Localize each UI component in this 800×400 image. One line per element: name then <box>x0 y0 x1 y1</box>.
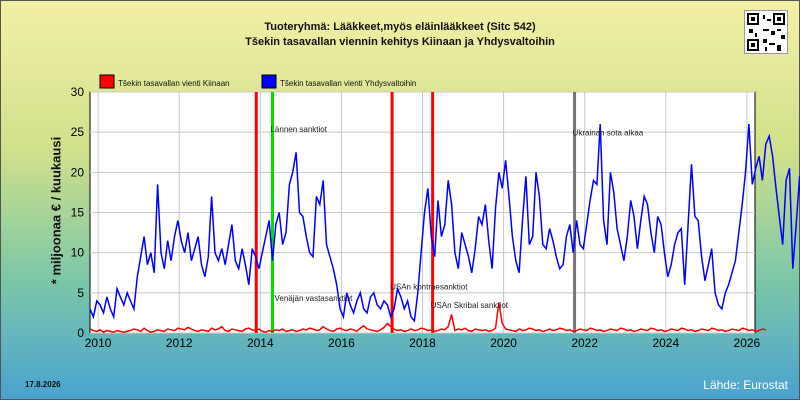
event-label: USAn kontraesanktiot <box>390 283 468 292</box>
y-tick-label: 5 <box>77 286 84 300</box>
x-tick-label: 2016 <box>328 336 355 350</box>
chart-title-line1: Tuoteryhmä: Lääkkeet,myös eläinlääkkeet … <box>264 21 536 33</box>
x-tick-label: 2022 <box>571 336 598 350</box>
x-tick-label: 2026 <box>734 336 761 350</box>
date-stamp: 17.8.2026 <box>25 380 61 389</box>
event-label: USAn Skribal sanktiot <box>431 301 509 310</box>
annotation-label: Venäjän vastasanktiot <box>274 294 353 303</box>
chart-title-line2: Tšekin tasavallan viennin kehitys Kiinaa… <box>245 36 555 48</box>
source-label: Lähde: Eurostat <box>703 378 788 392</box>
x-tick-label: 2024 <box>652 336 679 350</box>
legend-china-swatch <box>99 74 115 89</box>
legend-usa-swatch <box>261 74 277 89</box>
legend-usa-label: Tšekin tasavallan vienti Yhdysvaltoihin <box>280 79 416 88</box>
x-tick-label: 2020 <box>490 336 517 350</box>
series-line-china <box>89 302 766 334</box>
qr-code-icon <box>744 10 788 54</box>
event-label: Lännen sanktiot <box>270 125 327 134</box>
legend-china-label: Tšekin tasavallan vienti Kiinaan <box>118 79 230 88</box>
y-tick-label: 10 <box>71 246 85 260</box>
x-tick-label: 2014 <box>247 336 274 350</box>
y-tick-label: 30 <box>71 85 85 99</box>
x-tick-label: 2012 <box>166 336 193 350</box>
x-tick-label: 2018 <box>409 336 436 350</box>
y-tick-label: 15 <box>71 206 85 220</box>
x-tick-label: 2010 <box>85 336 112 350</box>
y-tick-label: 25 <box>71 125 85 139</box>
series-line-usa <box>89 124 800 323</box>
y-tick-label: 20 <box>71 165 85 179</box>
event-label: Ukrainan sota alkaa <box>573 128 644 137</box>
y-tick-label: 0 <box>77 326 84 340</box>
